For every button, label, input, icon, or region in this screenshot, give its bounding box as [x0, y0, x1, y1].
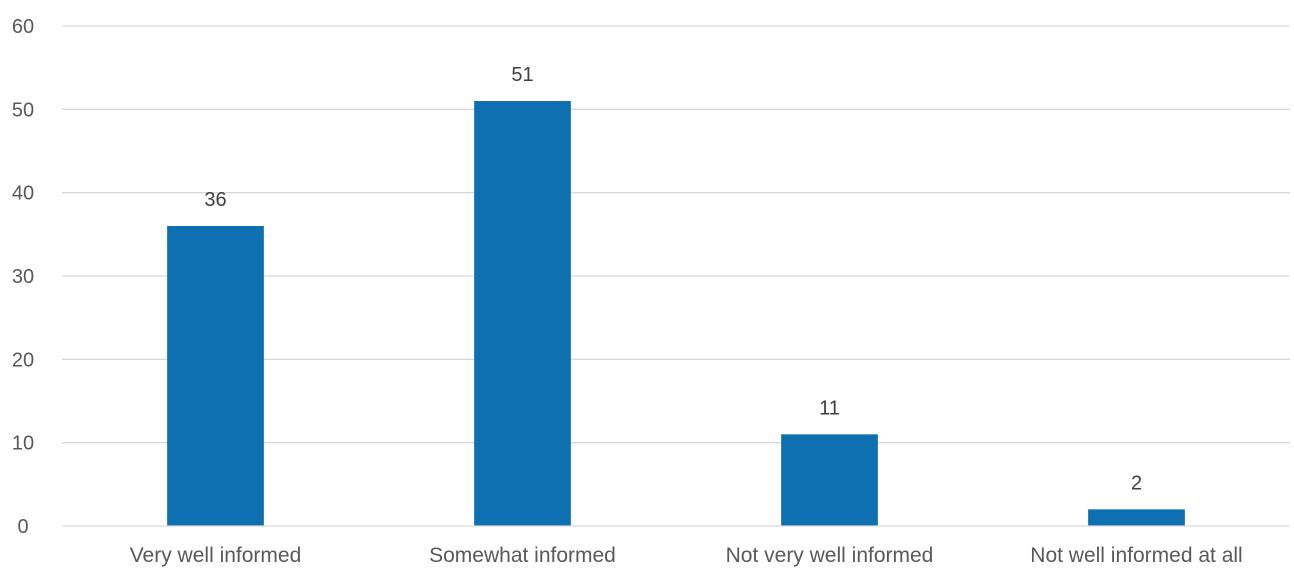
data-labels: 36 51 11 2: [204, 64, 1142, 494]
bars: [167, 101, 1185, 526]
y-tick-label: 10: [12, 433, 34, 455]
x-tick-label: Somewhat informed: [429, 544, 616, 567]
x-axis-ticks: Very well informed Somewhat informed Not v…: [130, 544, 1243, 567]
y-tick-label: 40: [12, 183, 34, 205]
y-tick-label: 30: [12, 266, 34, 288]
x-tick-label: Very well informed: [130, 544, 302, 567]
data-label: 2: [1131, 472, 1142, 494]
data-label: 51: [511, 64, 533, 86]
gridlines: [62, 25, 1290, 444]
y-axis-ticks: 0 10 20 30 40 50 60: [12, 16, 34, 538]
x-tick-label: Not very well informed: [726, 544, 934, 567]
bar: [167, 226, 264, 526]
x-tick-label: Not well informed at all: [1030, 544, 1242, 567]
y-tick-label: 50: [12, 99, 34, 121]
data-label: 36: [204, 189, 226, 211]
bar: [474, 101, 571, 526]
y-tick-label: 60: [12, 16, 34, 38]
y-tick-label: 20: [12, 349, 34, 371]
data-label: 11: [819, 397, 840, 419]
bar: [781, 434, 878, 526]
bar: [1088, 509, 1185, 526]
y-tick-label: 0: [17, 516, 28, 538]
